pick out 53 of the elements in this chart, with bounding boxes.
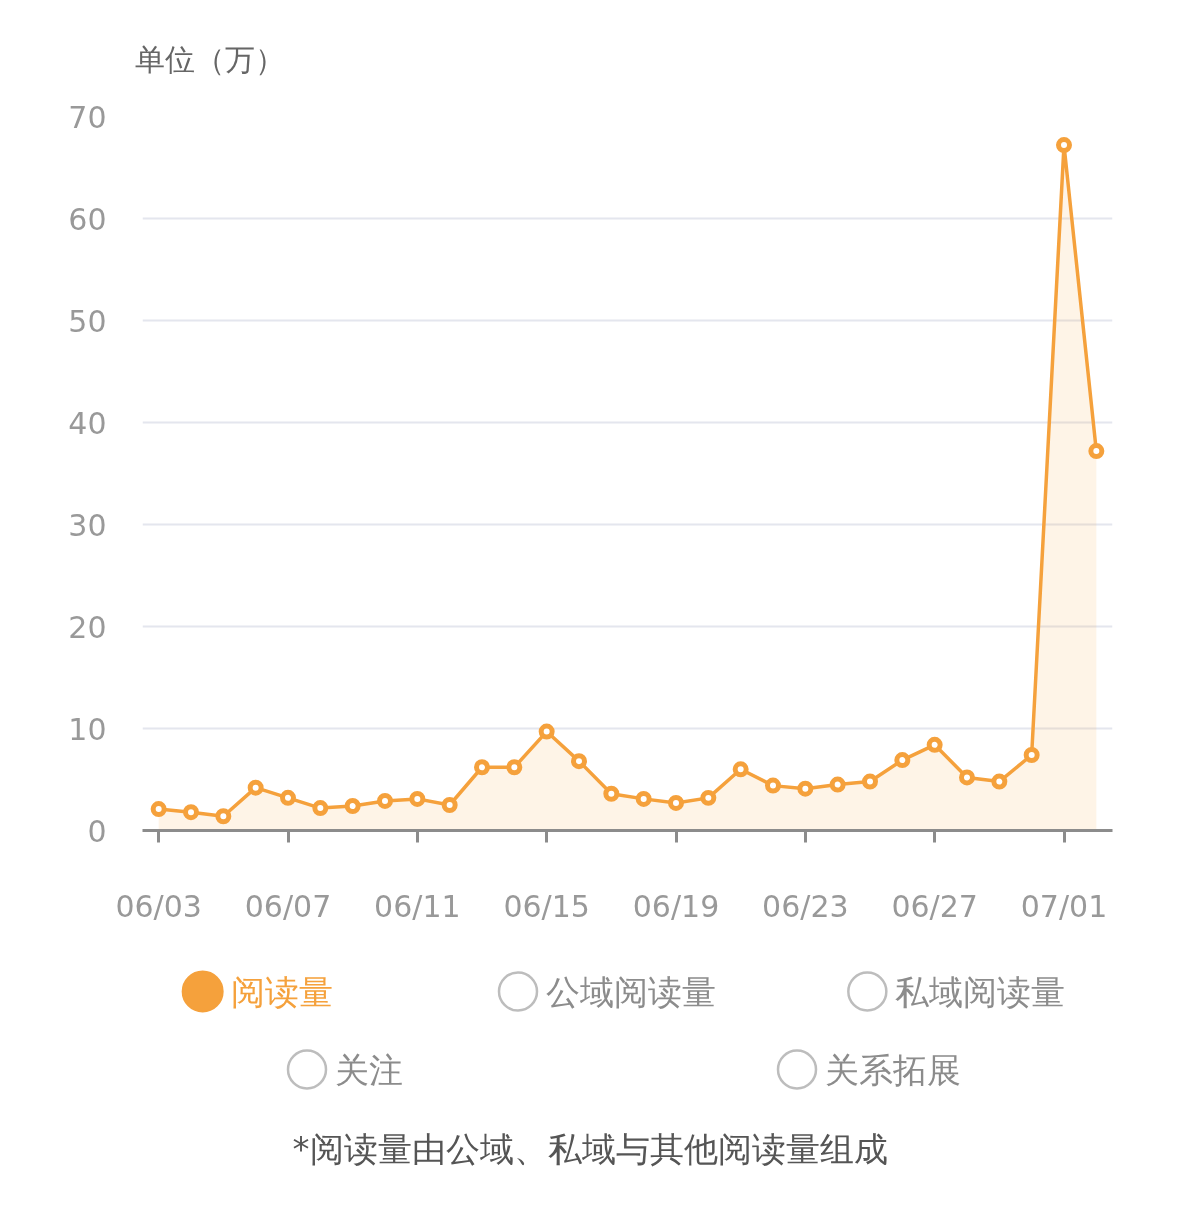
point	[377, 792, 393, 809]
x-tick-label: 06/11	[374, 888, 461, 924]
point	[668, 794, 684, 811]
point	[700, 789, 717, 806]
point	[280, 789, 296, 806]
y-tick-label: 60	[68, 201, 107, 237]
legend-label: 公域阅读量	[546, 971, 716, 1012]
x-tick-label: 06/23	[762, 888, 849, 924]
legend-label: 私域阅读量	[895, 971, 1066, 1012]
x-tick-label: 07/01	[1020, 888, 1108, 924]
legend-label: 关注	[335, 1049, 403, 1090]
point	[409, 790, 426, 807]
point	[732, 761, 749, 778]
point	[829, 776, 846, 793]
point	[474, 759, 490, 776]
point	[894, 752, 911, 769]
y-axis-title: 单位（万）	[134, 42, 285, 77]
legend-label: 阅读量	[230, 971, 333, 1012]
y-tick-label: 30	[68, 507, 107, 543]
point	[247, 779, 264, 796]
point	[538, 723, 555, 740]
point	[1056, 137, 1072, 154]
point	[1023, 747, 1040, 764]
point	[441, 797, 458, 813]
y-tick-label: 50	[68, 303, 107, 339]
point	[862, 773, 878, 790]
x-tick-label: 06/19	[632, 888, 720, 924]
point	[571, 753, 587, 770]
point	[797, 780, 814, 797]
point	[635, 790, 652, 807]
y-tick-label: 0	[87, 813, 107, 849]
y-tick-label: 70	[68, 99, 107, 135]
text: *阅读量由公域、私域与其他阅读量组成	[292, 1128, 888, 1169]
point	[312, 800, 329, 817]
point	[926, 736, 943, 753]
point	[183, 804, 199, 821]
point	[765, 777, 781, 794]
y-tick-label: 40	[68, 405, 107, 441]
y-tick-label: 10	[68, 711, 107, 747]
point	[506, 759, 523, 776]
point	[959, 769, 975, 786]
point	[344, 798, 361, 815]
point	[1088, 443, 1105, 460]
x-tick-label: 06/03	[115, 888, 202, 924]
point	[150, 801, 167, 818]
x-tick-label: 06/27	[891, 888, 978, 924]
point	[215, 808, 232, 825]
point	[991, 773, 1008, 790]
legend-label: 关系拓展	[825, 1049, 961, 1090]
y-tick-label: 20	[68, 609, 107, 645]
x-tick-label: 06/07	[244, 888, 332, 924]
x-tick-label: 06/15	[503, 888, 590, 924]
point	[603, 785, 620, 802]
